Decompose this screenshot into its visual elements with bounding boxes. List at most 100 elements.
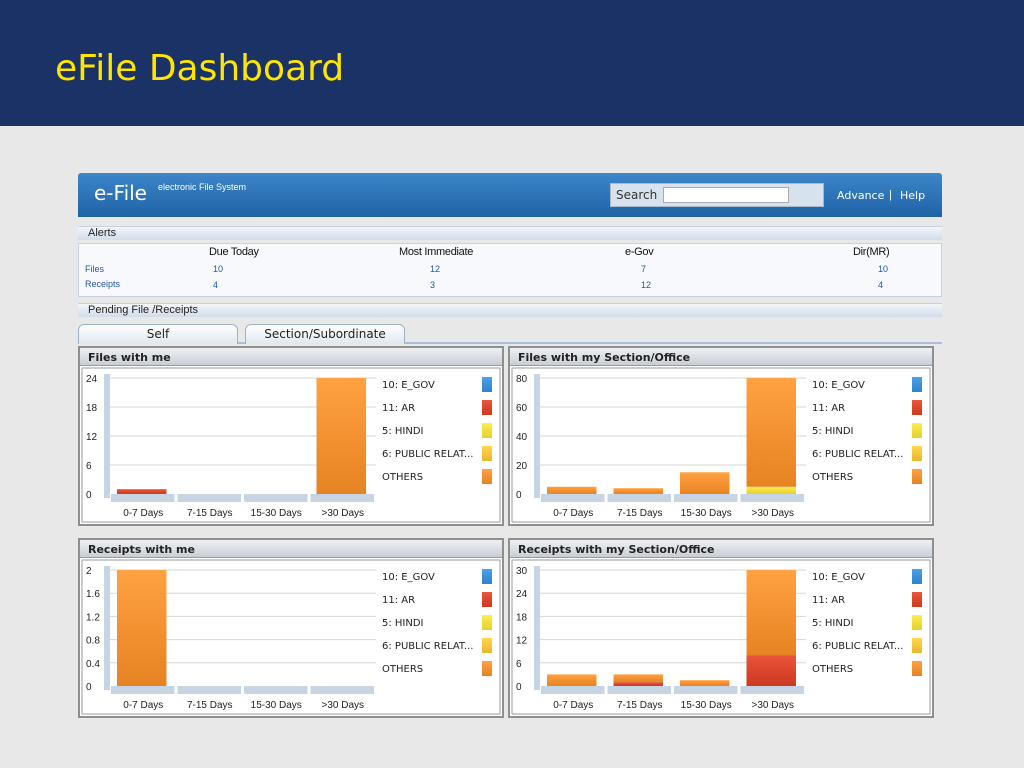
legend-swatch — [912, 469, 922, 484]
legend-swatch — [912, 423, 922, 438]
x-axis-segment — [541, 494, 605, 502]
x-axis-segment — [111, 494, 175, 502]
x-tick-label: 0-7 Days — [553, 700, 593, 711]
legend-label: 6: PUBLIC RELAT... — [382, 641, 473, 652]
x-axis-segment — [674, 686, 738, 694]
legend-swatch — [482, 569, 492, 584]
alerts-files-dir-mr[interactable]: 10 — [878, 264, 889, 274]
legend-label: 10: E_GOV — [812, 380, 865, 391]
pending-header: Pending File /Receipts — [78, 303, 942, 317]
tab-section-subordinate[interactable]: Section/Subordinate — [245, 324, 405, 344]
alerts-col-egov: e-Gov — [625, 246, 654, 258]
receipts-with-section-chart: 30 24 18 12 6 0 0-7 Days 7-15 Days 15-30 Days >30… — [511, 559, 931, 715]
legend-label: 11: AR — [812, 403, 845, 414]
y-tick-label: 12 — [516, 636, 528, 647]
x-axis-segment — [541, 686, 605, 694]
app-topbar: e-File electronic File System Search Adv… — [78, 173, 942, 217]
x-tick-label: 15-30 Days — [681, 508, 732, 519]
panel-header: Receipts with my Section/Office — [510, 540, 932, 558]
legend-label: 10: E_GOV — [812, 572, 865, 583]
y-tick-label: 80 — [516, 374, 528, 385]
bar-others[interactable] — [613, 674, 664, 683]
panel-receipts-with-me: Receipts with me 2 1.6 1.2 0.8 0.4 0 0-7 Days 7… — [78, 538, 504, 718]
legend-label: 6: PUBLIC RELAT... — [812, 641, 903, 652]
alerts-receipts-dir-mr[interactable]: 4 — [878, 280, 884, 290]
x-tick-label: 15-30 Days — [681, 700, 732, 711]
legend-label: 10: E_GOV — [382, 572, 435, 583]
legend-label: OTHERS — [382, 664, 423, 675]
legend-swatch — [482, 377, 492, 392]
help-link[interactable]: Help — [900, 189, 926, 202]
bar-hindi[interactable] — [746, 486, 797, 494]
y-tick-label: 0 — [86, 682, 92, 693]
y-tick-label: 60 — [516, 403, 528, 414]
legend-label: 11: AR — [382, 403, 415, 414]
legend-swatch — [482, 615, 492, 630]
advance-link[interactable]: Advance — [837, 189, 885, 202]
alerts-col-most-immediate: Most Immediate — [399, 246, 474, 258]
alerts-files-egov[interactable]: 7 — [641, 264, 647, 274]
search-box: Search — [610, 183, 824, 207]
x-tick-label: 15-30 Days — [251, 700, 302, 711]
legend-swatch — [912, 661, 922, 676]
alerts-receipts-egov[interactable]: 12 — [641, 280, 652, 290]
alerts-files-due-today[interactable]: 10 — [213, 264, 224, 274]
tab-self[interactable]: Self — [78, 324, 238, 344]
alerts-receipts-due-today[interactable]: 4 — [213, 280, 219, 290]
y-tick-label: 30 — [516, 566, 528, 577]
x-tick-label: >30 Days — [321, 508, 364, 519]
bar-others[interactable] — [316, 378, 367, 494]
y-tick-label: 1.6 — [86, 589, 100, 600]
x-tick-label: 15-30 Days — [251, 508, 302, 519]
y-tick-label: 0 — [516, 490, 522, 501]
y-tick-label: 1.2 — [86, 612, 100, 623]
legend-label: 10: E_GOV — [382, 380, 435, 391]
legend-swatch — [912, 615, 922, 630]
x-tick-label: 0-7 Days — [123, 508, 163, 519]
y-tick-label: 24 — [86, 374, 98, 385]
y-tick-label: 18 — [86, 403, 98, 414]
x-tick-label: >30 Days — [321, 700, 364, 711]
y-tick-label: 6 — [516, 659, 522, 670]
legend-swatch — [482, 638, 492, 653]
panel-files-with-me: Files with me 24 18 12 6 0 0-7 Days 7-15 Days 1… — [78, 346, 504, 526]
y-tick-label: 0.8 — [86, 636, 100, 647]
bar-ar[interactable] — [117, 489, 167, 494]
alerts-row-receipts[interactable]: Receipts — [85, 279, 121, 289]
receipts-with-me-chart: 2 1.6 1.2 0.8 0.4 0 0-7 Days 7-15 Days 15-30 Day… — [81, 559, 501, 715]
legend-label: 5: HINDI — [382, 426, 424, 437]
y-tick-label: 6 — [86, 461, 92, 472]
y-tick-label: 20 — [516, 461, 528, 472]
bar-ar[interactable] — [613, 682, 664, 686]
y-tick-label: 12 — [86, 432, 98, 443]
panel-header: Files with me — [80, 348, 502, 366]
x-tick-label: 0-7 Days — [553, 508, 593, 519]
bar-others[interactable] — [547, 674, 597, 686]
legend-label: OTHERS — [812, 664, 853, 675]
bar-others[interactable] — [680, 472, 730, 494]
y-axis-bar — [534, 374, 540, 498]
legend-swatch — [912, 377, 922, 392]
bar-others[interactable] — [547, 486, 597, 494]
bar-others[interactable] — [746, 570, 797, 656]
search-input[interactable] — [663, 187, 789, 203]
bar-ar[interactable] — [746, 655, 797, 686]
x-axis-segment — [177, 494, 241, 502]
bar-others[interactable] — [117, 570, 167, 686]
panel-title: Receipts with me — [88, 543, 195, 556]
alerts-row-files[interactable]: Files — [85, 264, 105, 274]
bar-others[interactable] — [746, 378, 797, 487]
bar-others[interactable] — [680, 680, 730, 686]
panel-receipts-with-section: Receipts with my Section/Office 30 24 18 12… — [508, 538, 934, 718]
legend-swatch — [482, 446, 492, 461]
alerts-receipts-most-immediate[interactable]: 3 — [430, 280, 436, 290]
alerts-table: Due Today Most Immediate e-Gov Dir(MR) F… — [78, 243, 942, 297]
app-logo[interactable]: e-File — [94, 181, 147, 205]
alerts-files-most-immediate[interactable]: 12 — [430, 264, 441, 274]
legend-swatch — [912, 592, 922, 607]
x-tick-label: 7-15 Days — [187, 508, 233, 519]
legend-label: 5: HINDI — [382, 618, 424, 629]
slide-header: eFile Dashboard — [0, 0, 1024, 126]
legend-label: 6: PUBLIC RELAT... — [382, 449, 473, 460]
bar-others[interactable] — [613, 488, 664, 494]
